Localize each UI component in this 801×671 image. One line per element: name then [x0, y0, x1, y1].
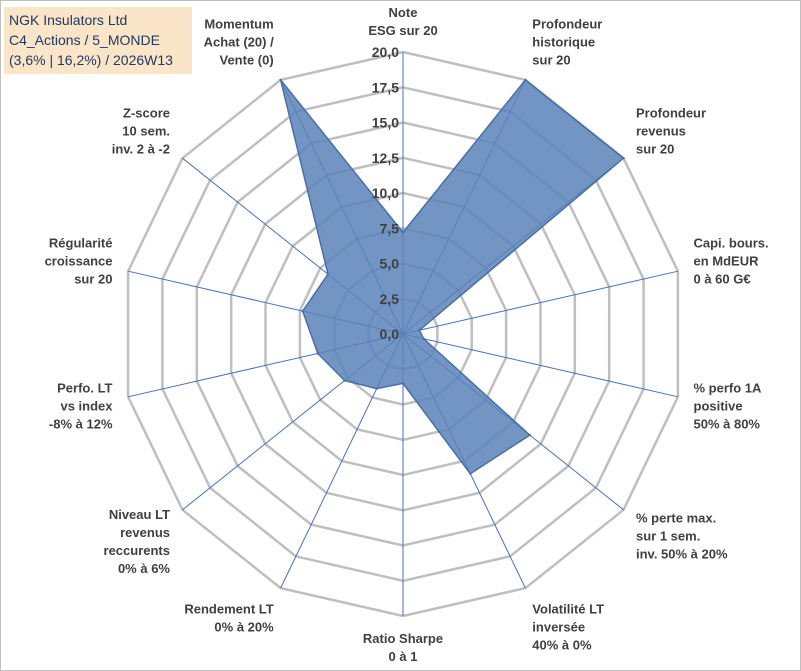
- data-point-11: [301, 309, 304, 313]
- axis-spoke-3: [402, 270, 679, 335]
- axis-label-10-line-0: Perfo. LT: [57, 380, 112, 395]
- axis-label-5: % perte max. sur 1 sem. inv. 50% à 20%: [636, 511, 728, 562]
- axis-label-9-line-1: revenus: [120, 525, 170, 540]
- axis-label-10: Perfo. LT vs index -8% à 12%: [49, 380, 113, 431]
- data-point-4: [422, 337, 425, 340]
- axis-label-9: Niveau LT revenus reccurents 0% à 6%: [104, 507, 171, 576]
- tick-label-0: 0,0: [380, 326, 400, 342]
- axis-label-0: Note ESG sur 20: [368, 5, 437, 38]
- axis-label-12-line-1: 10 sem.: [122, 123, 170, 138]
- data-point-10: [316, 352, 319, 355]
- axis-label-13-line-2: Vente (0): [220, 53, 274, 68]
- axis-label-11-line-1: croissance: [45, 254, 113, 269]
- data-point-13: [279, 78, 282, 82]
- axis-label-10-line-1: vs index: [60, 398, 113, 413]
- axis-label-2-line-0: Profondeur: [636, 105, 706, 120]
- axis-label-8: Rendement LT 0% à 20%: [184, 602, 274, 635]
- tick-label-2: 5,0: [380, 256, 400, 272]
- axis-label-3: Capi. bours. en MdEUR 0 à 60 G€: [694, 236, 769, 287]
- title-category: C4_Actions / 5_MONDE: [9, 32, 160, 48]
- axis-label-5-line-0: % perte max.: [636, 511, 716, 526]
- data-point-6: [469, 472, 472, 475]
- tick-label-1: 2,5: [380, 291, 400, 307]
- axis-label-11-line-2: sur 20: [74, 272, 112, 287]
- axis-spoke-4: [402, 333, 679, 398]
- data-point-9: [343, 379, 346, 382]
- axis-label-4-line-1: positive: [694, 398, 743, 413]
- axis-label-5-line-1: sur 1 sem.: [636, 529, 700, 544]
- axis-label-12: Z-score 10 sem. inv. 2 à -2: [112, 105, 170, 156]
- data-point-12: [326, 273, 330, 276]
- axis-label-7-line-1: 0 à 1: [389, 649, 418, 664]
- axis-label-3-line-1: en MdEUR: [694, 254, 760, 269]
- axis-label-4-line-2: 50% à 80%: [694, 416, 761, 431]
- data-point-1: [524, 78, 527, 82]
- axis-label-10-line-2: -8% à 12%: [49, 416, 113, 431]
- tick-label-4: 10,0: [372, 185, 399, 201]
- axis-label-1-line-1: historique: [532, 35, 595, 50]
- axis-label-7: Ratio Sharpe 0 à 1: [363, 631, 443, 664]
- axis-label-1: Profondeur historique sur 20: [532, 17, 602, 68]
- axis-label-9-line-3: 0% à 6%: [118, 561, 170, 576]
- axis-label-8-line-1: 0% à 20%: [214, 620, 274, 635]
- data-point-8: [375, 387, 378, 390]
- data-point-5: [528, 433, 531, 437]
- axis-label-11-line-0: Régularité: [49, 236, 113, 251]
- axis-label-2-line-1: revenus: [636, 123, 686, 138]
- tick-label-5: 12,5: [372, 150, 399, 166]
- axis-label-3-line-0: Capi. bours.: [694, 236, 769, 251]
- axis-label-4-line-0: % perfo 1A: [694, 380, 763, 395]
- data-point-3: [418, 329, 421, 332]
- axis-label-7-line-0: Ratio Sharpe: [363, 631, 443, 646]
- axis-label-3-line-2: 0 à 60 G€: [694, 272, 751, 287]
- axis-label-5-line-2: inv. 50% à 20%: [636, 547, 728, 562]
- axis-label-9-line-0: Niveau LT: [109, 507, 170, 522]
- tick-label-6: 15,0: [372, 115, 399, 131]
- axis-label-13-line-0: Momentum: [204, 17, 273, 32]
- axis-label-8-line-0: Rendement LT: [184, 602, 273, 617]
- chart-title-box: NGK Insulators Ltd C4_Actions / 5_MONDE …: [4, 7, 192, 74]
- axis-label-6: Volatilité LT inversée 40% à 0%: [532, 602, 604, 653]
- axis-label-13-line-1: Achat (20) /: [204, 35, 274, 50]
- axis-label-6-line-1: inversée: [532, 620, 585, 635]
- axis-label-2-line-2: sur 20: [636, 141, 674, 156]
- axis-label-9-line-2: reccurents: [104, 543, 170, 558]
- axis-label-0-line-1: ESG sur 20: [368, 23, 437, 38]
- axis-label-12-line-2: inv. 2 à -2: [112, 141, 170, 156]
- tick-label-3: 7,5: [380, 220, 400, 236]
- data-point-2: [622, 157, 625, 160]
- axis-label-6-line-0: Volatilité LT: [532, 602, 604, 617]
- title-company: NGK Insulators Ltd: [9, 12, 128, 28]
- axis-label-1-line-2: sur 20: [532, 53, 570, 68]
- tick-label-8: 20,0: [372, 44, 399, 60]
- axis-label-11: Régularité croissance sur 20: [45, 236, 113, 287]
- axis-label-0-line-0: Note: [389, 5, 418, 20]
- axis-label-6-line-2: 40% à 0%: [532, 638, 592, 653]
- axis-label-4: % perfo 1A positive 50% à 80%: [694, 380, 763, 431]
- tick-label-7: 17,5: [372, 79, 399, 95]
- axis-label-12-line-0: Z-score: [123, 105, 170, 120]
- title-stats: (3,6% | 16,2%) / 2026W13: [9, 52, 173, 68]
- axis-label-1-line-0: Profondeur: [532, 17, 602, 32]
- data-point-0: [401, 231, 405, 234]
- axis-label-13: Momentum Achat (20) / Vente (0): [204, 17, 274, 68]
- data-point-7: [401, 382, 405, 385]
- axis-label-2: Profondeur revenus sur 20: [636, 105, 706, 156]
